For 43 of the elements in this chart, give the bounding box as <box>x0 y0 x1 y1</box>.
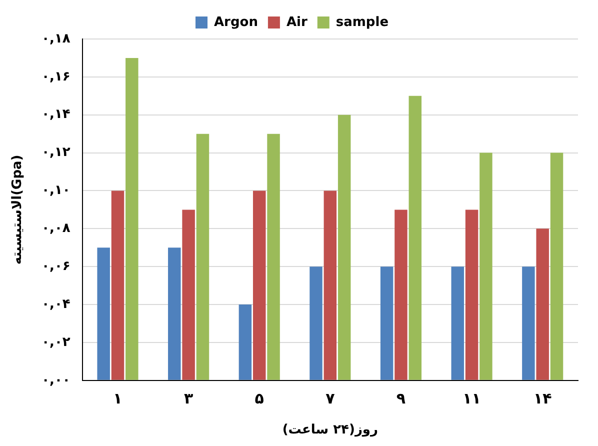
x-axis-title: روز(۲۴ ساعت) <box>282 422 378 438</box>
y-tick-label: ۰,۰۸ <box>42 221 70 236</box>
bar <box>550 152 564 380</box>
bar <box>394 210 408 380</box>
legend-label: Argon <box>214 14 258 30</box>
bar <box>465 210 478 380</box>
x-tick-label: ۹ <box>396 389 406 408</box>
bar <box>480 152 492 380</box>
bar <box>310 266 322 380</box>
y-tick-label: ۰,۱۴ <box>42 107 70 122</box>
legend-label: Air <box>286 14 308 30</box>
bar <box>168 248 181 380</box>
x-tick-label: ۱ <box>113 389 122 408</box>
bar <box>338 114 351 380</box>
bar <box>126 58 138 380</box>
y-tick-label: ۰,۱۰ <box>42 183 70 198</box>
bar <box>324 190 337 380</box>
bar <box>111 190 124 380</box>
x-tick-label: ۱۱ <box>462 389 481 408</box>
y-tick-label: ۰,۱۶ <box>42 69 70 84</box>
bar <box>536 228 549 380</box>
y-tick-label: ۰,۰۴ <box>42 296 70 312</box>
y-tick-label: ۰,۰۰ <box>42 372 70 388</box>
bar <box>238 304 252 380</box>
x-tick-label: ۵ <box>254 389 264 408</box>
x-tick-label: ۳ <box>184 389 194 408</box>
x-tick-label: ۷ <box>326 389 335 408</box>
bar <box>252 190 266 380</box>
y-tick-label: ۰,۰۲ <box>42 334 70 350</box>
bar <box>97 248 110 380</box>
y-axis-title: الاستیسیته(Gpa) <box>10 154 26 265</box>
x-tick-label: ۱۴ <box>533 389 552 408</box>
bar <box>522 266 535 380</box>
bar <box>380 266 394 380</box>
bar <box>408 96 422 380</box>
bar <box>182 210 195 380</box>
legend-label: sample <box>336 14 389 30</box>
bar <box>196 134 210 380</box>
y-tick-label: ۰,۱۲ <box>42 145 70 160</box>
y-tick-label: ۰,۰۶ <box>42 258 70 274</box>
y-tick-label: ۰,۱۸ <box>42 31 70 46</box>
bar <box>451 266 464 380</box>
bar <box>267 134 280 380</box>
